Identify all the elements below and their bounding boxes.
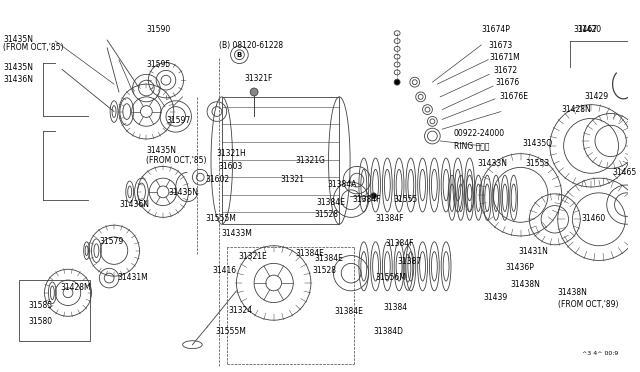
- Text: 31429: 31429: [584, 92, 609, 101]
- Text: (B) 08120-61228: (B) 08120-61228: [219, 41, 283, 50]
- Text: 00922-24000: 00922-24000: [454, 129, 505, 138]
- Text: 31579: 31579: [99, 237, 124, 246]
- Text: 31436P: 31436P: [506, 263, 534, 272]
- Text: 31384E: 31384E: [296, 249, 324, 258]
- Text: 31603: 31603: [219, 163, 243, 171]
- Text: 31321F: 31321F: [244, 74, 273, 83]
- Text: 31321: 31321: [280, 175, 305, 184]
- Text: 31321H: 31321H: [217, 149, 246, 158]
- Text: 31384A: 31384A: [328, 180, 357, 189]
- Text: 31555M: 31555M: [205, 214, 236, 224]
- Text: 31435N: 31435N: [147, 146, 177, 155]
- Bar: [222, 97, 339, 224]
- Text: 31433N: 31433N: [477, 158, 508, 167]
- Text: 31428N: 31428N: [562, 105, 591, 114]
- Text: 31384F: 31384F: [352, 195, 381, 204]
- Text: 31384D: 31384D: [374, 327, 404, 336]
- Text: 31435N: 31435N: [3, 35, 33, 44]
- Text: 31467: 31467: [573, 25, 598, 34]
- Text: (FROM OCT,'85): (FROM OCT,'85): [3, 43, 64, 52]
- Text: RING リング: RING リング: [454, 141, 490, 150]
- Text: (FROM OCT,'85): (FROM OCT,'85): [147, 155, 207, 165]
- Text: 31438N: 31438N: [557, 288, 588, 297]
- Text: 31384F: 31384F: [385, 239, 414, 248]
- Text: 31439: 31439: [483, 293, 508, 302]
- Text: 31673: 31673: [488, 41, 513, 50]
- Text: 31384: 31384: [383, 302, 408, 312]
- Text: ^3 4^ 00:9: ^3 4^ 00:9: [582, 352, 618, 356]
- Text: 31431N: 31431N: [518, 247, 548, 256]
- Text: 31416: 31416: [212, 266, 236, 275]
- Circle shape: [394, 79, 400, 85]
- Text: 31595: 31595: [147, 60, 171, 69]
- Text: 31671M: 31671M: [489, 53, 520, 62]
- Text: 31436N: 31436N: [3, 75, 33, 84]
- Text: 31460: 31460: [581, 214, 605, 224]
- Text: 31590: 31590: [147, 25, 171, 34]
- Text: 31431M: 31431M: [117, 273, 148, 282]
- Text: 31436N: 31436N: [119, 200, 149, 209]
- Text: 31553: 31553: [525, 158, 550, 167]
- Text: 31602: 31602: [205, 175, 229, 184]
- Text: 31321E: 31321E: [239, 251, 267, 261]
- Text: 31384E: 31384E: [335, 308, 364, 317]
- Text: 31597: 31597: [166, 116, 190, 125]
- Circle shape: [371, 193, 376, 199]
- Text: 31433M: 31433M: [222, 229, 253, 238]
- Circle shape: [250, 88, 258, 96]
- Text: 31676: 31676: [495, 78, 519, 87]
- Text: 31465: 31465: [612, 169, 637, 177]
- Text: 31387: 31387: [397, 257, 421, 266]
- Text: 31384E: 31384E: [317, 198, 346, 207]
- Text: (FROM OCT,'89): (FROM OCT,'89): [557, 299, 618, 309]
- Text: 31384E: 31384E: [315, 254, 344, 263]
- Text: 31585: 31585: [29, 301, 53, 310]
- Text: 31672: 31672: [493, 65, 517, 74]
- Text: 31556M: 31556M: [376, 273, 406, 282]
- Text: 31555M: 31555M: [215, 327, 246, 336]
- Text: 31420: 31420: [577, 25, 602, 34]
- Text: B: B: [237, 52, 242, 58]
- Text: 31428M: 31428M: [60, 283, 91, 292]
- Text: 31528: 31528: [313, 266, 337, 275]
- Bar: [19, 280, 90, 341]
- Text: 31435Q: 31435Q: [522, 139, 552, 148]
- Text: 31321G: 31321G: [295, 155, 325, 165]
- Text: 31580: 31580: [29, 317, 53, 326]
- Text: 31384F: 31384F: [376, 214, 404, 224]
- Text: 31676E: 31676E: [499, 92, 528, 101]
- Text: 31324: 31324: [228, 305, 253, 314]
- Text: 31555: 31555: [393, 195, 417, 204]
- Text: 31435N: 31435N: [168, 188, 198, 197]
- Text: 31528: 31528: [315, 209, 339, 218]
- Text: 31438N: 31438N: [511, 280, 541, 289]
- Text: 31674P: 31674P: [481, 25, 510, 34]
- Text: 31435N: 31435N: [3, 62, 33, 71]
